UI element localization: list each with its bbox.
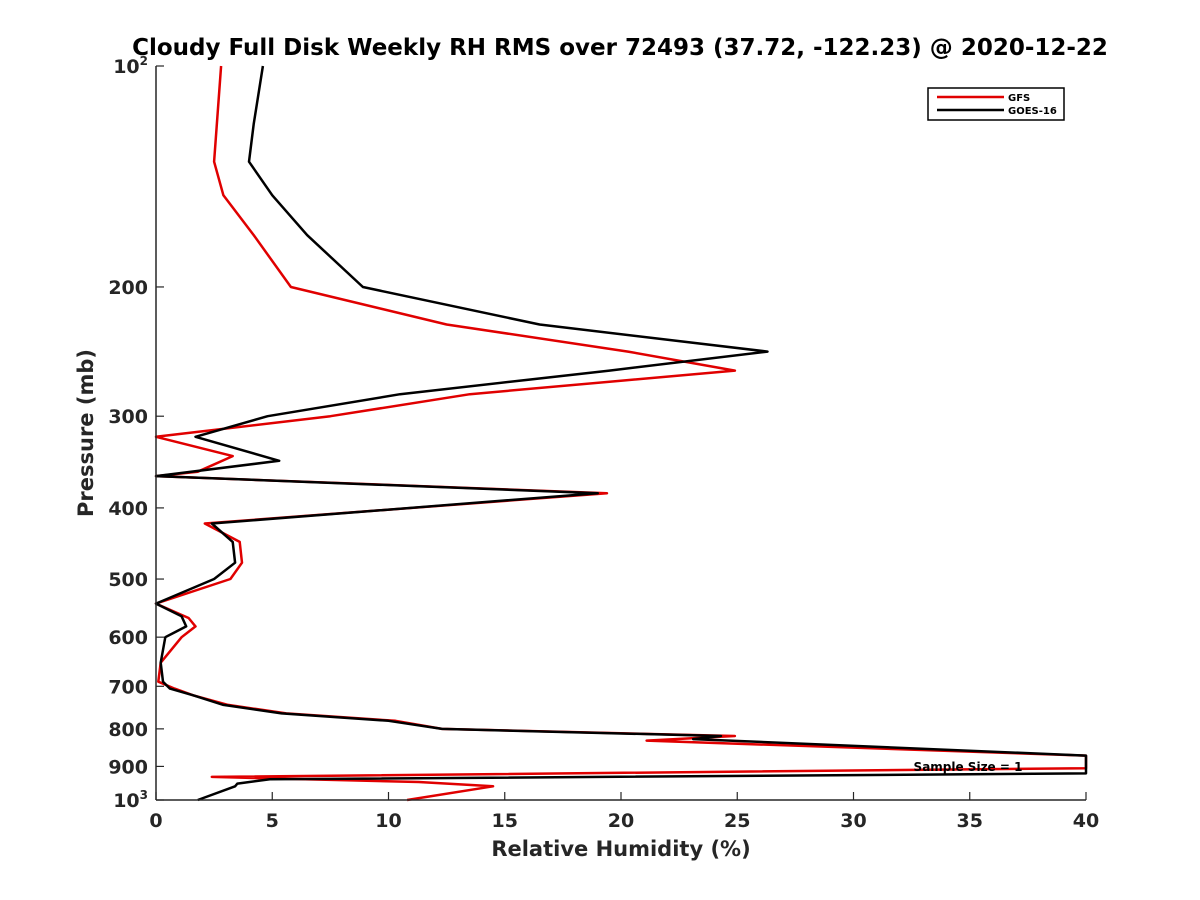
y-tick-label: 800 [108,719,148,741]
x-tick-label: 0 [149,810,162,832]
y-tick-label: 400 [108,498,148,520]
x-tick-label: 5 [266,810,279,832]
plot-area: 0 5 10 15 20 25 30 35 40 102 200 300 400 500 600 700 80… [108,54,1099,832]
x-tick-label: 10 [375,810,401,832]
sample-size-annotation: Sample Size = 1 [914,760,1023,774]
x-tick-label: 30 [840,810,866,832]
x-tick-label: 25 [724,810,750,832]
legend-box [927,87,1065,121]
x-tick-label: 40 [1073,810,1099,832]
y-tick-label: 300 [108,406,148,428]
chart-title: Cloudy Full Disk Weekly RH RMS over 7249… [132,35,1108,61]
x-tick-label: 20 [608,810,634,832]
y-ticks: 102 200 300 400 500 600 700 800 900 103 [108,54,164,812]
legend-label-gfs: GFS [1008,93,1030,104]
legend: GFS GOES-16 [927,87,1065,121]
y-tick-label: 103 [113,788,148,812]
y-tick-label: 900 [108,756,148,778]
x-tick-label: 35 [957,810,983,832]
x-tick-label: 15 [492,810,518,832]
legend-label-goes-16: GOES-16 [1008,106,1057,117]
x-axis-label: Relative Humidity (%) [491,837,750,861]
x-ticks: 0 5 10 15 20 25 30 35 40 [149,792,1099,832]
y-tick-label: 700 [108,676,148,698]
y-axis-label: Pressure (mb) [74,349,98,517]
y-tick-label: 500 [108,569,148,591]
y-tick-label: 600 [108,627,148,649]
y-tick-label: 102 [113,54,148,78]
y-tick-label: 200 [108,277,148,299]
